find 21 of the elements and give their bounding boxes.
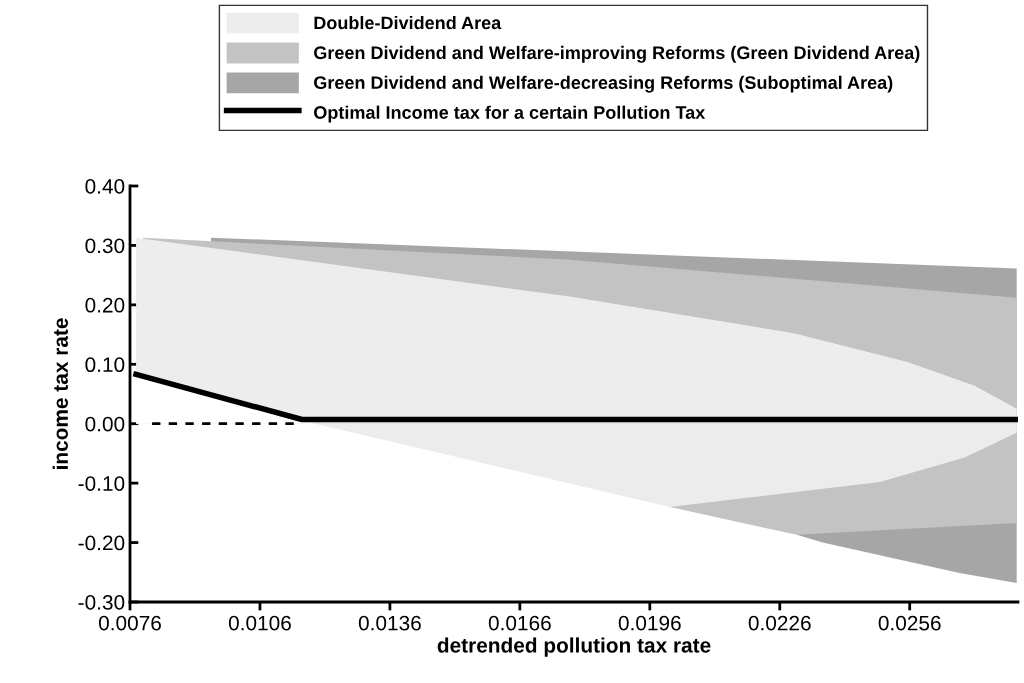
- y-tick-label: 0.20: [85, 297, 125, 313]
- y-tick-label: 0.10: [85, 357, 125, 373]
- x-tick-label: 0.0076: [98, 615, 161, 631]
- x-tick-label: 0.0256: [878, 615, 941, 631]
- x-tick-label: 0.0196: [618, 615, 681, 631]
- x-tick-label: 0.0166: [488, 615, 551, 631]
- y-tick-label: 0.40: [85, 179, 125, 194]
- legend-label: Double-Dividend Area: [314, 15, 502, 30]
- x-tick-label: 0.0106: [228, 615, 291, 631]
- y-tick-label: 0.00: [85, 416, 125, 432]
- x-axis-title: detrended pollution tax rate: [437, 637, 711, 657]
- legend-label: Green Dividend and Welfare-decreasing Reforms (Suboptimal Area): [314, 75, 893, 93]
- legend-label: Green Dividend and Welfare-improving Reforms (Green Dividend Area): [314, 45, 920, 63]
- y-tick-label: 0.30: [85, 238, 125, 254]
- y-axis-title: income tax rate: [52, 318, 68, 469]
- y-tick-label: -0.10: [78, 476, 125, 491]
- y-tick-label: -0.20: [78, 535, 125, 551]
- x-tick-label: 0.0226: [748, 615, 811, 631]
- legend-label: Optimal Income tax for a certain Pollution Tax: [314, 105, 706, 123]
- y-tick-label: -0.30: [78, 595, 125, 610]
- x-tick-label: 0.0136: [358, 615, 421, 631]
